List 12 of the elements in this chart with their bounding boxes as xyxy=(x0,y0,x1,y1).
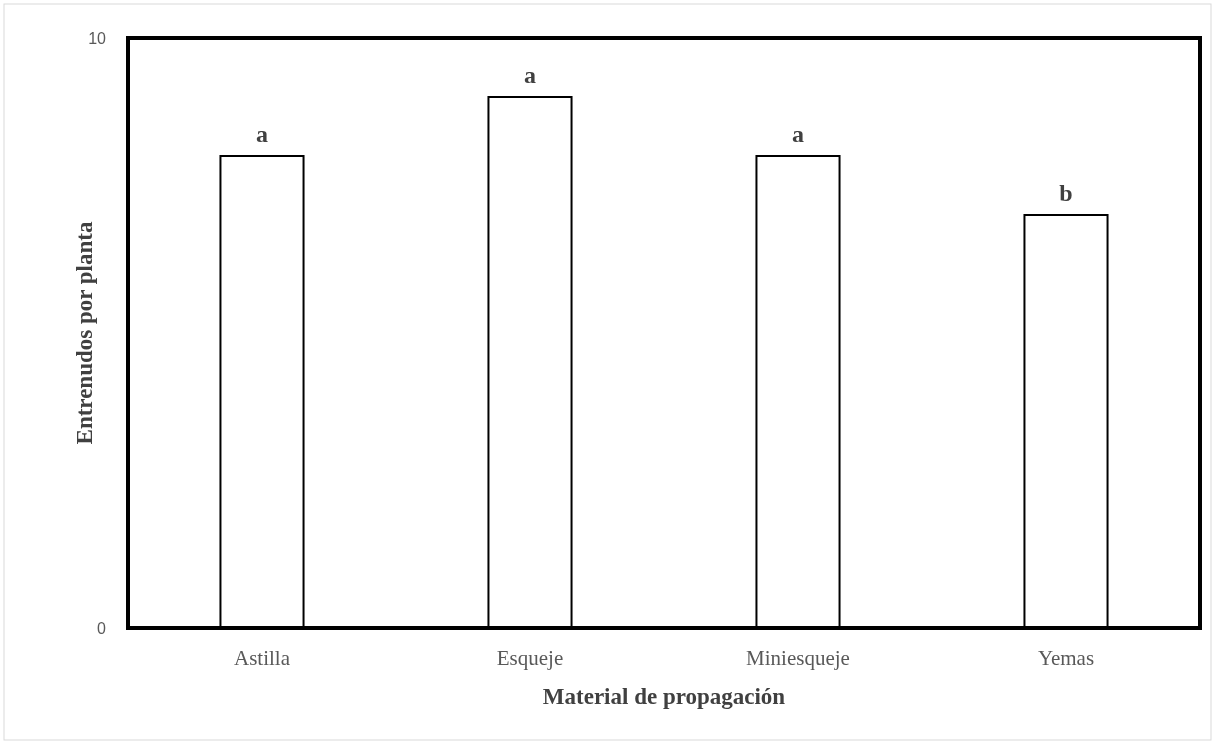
annotation: a xyxy=(792,121,804,147)
y-tick-label: 0 xyxy=(97,619,107,637)
x-tick-label: Astilla xyxy=(234,646,291,670)
y-axis-title: Entrenudos por planta xyxy=(72,221,97,445)
x-tick-label: Esqueje xyxy=(496,646,564,670)
x-axis-title: Material de propagación xyxy=(542,684,786,709)
x-tick-label: Yemas xyxy=(1037,646,1095,670)
annotation: a xyxy=(524,62,536,88)
annotation: b xyxy=(1059,180,1073,206)
x-tick-label: Miniesqueje xyxy=(746,646,850,670)
annotation: a xyxy=(256,121,268,147)
y-tick-label: 10 xyxy=(88,29,107,47)
